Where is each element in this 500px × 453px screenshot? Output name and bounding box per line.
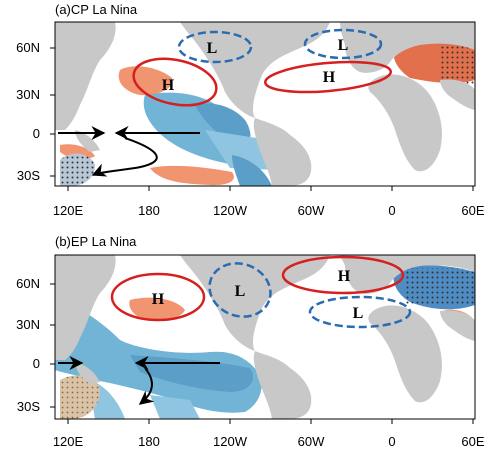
panel-b-stipple-australia	[60, 375, 100, 419]
panel-b-xlabel-0: 0	[388, 434, 396, 449]
panel-a-ticks	[50, 47, 474, 191]
panel-b-ylabel-0: 0	[32, 356, 40, 371]
panel-b-map	[55, 255, 475, 419]
panel-a-high-label-atlantic: H	[323, 69, 336, 86]
panel-b-ylabel-60n: 60N	[16, 276, 40, 291]
panel-a-arrow-south	[91, 137, 158, 177]
panel-b-ylabel-30s: 30S	[16, 399, 40, 414]
panel-b-xlabel-60e: 60E	[461, 434, 485, 449]
panel-a-frame	[54, 21, 476, 187]
panel-a-low-label-pacific: L	[207, 40, 218, 57]
panel-a-high-contour-pacific	[132, 57, 218, 107]
panel-b-land	[55, 255, 475, 419]
panel-a-xlabel-60w: 60W	[297, 203, 325, 218]
panel-b-arrow-south	[138, 367, 155, 405]
panel-a-land	[55, 22, 475, 186]
panel-b-high-label-pacific: H	[152, 291, 165, 308]
panel-a-xlabel-60e: 60E	[461, 203, 485, 218]
panel-b-xlabel-60w: 60W	[297, 434, 325, 449]
panel-b-xlabel-120w: 120W	[213, 434, 247, 449]
panel-b-ticks	[50, 283, 474, 424]
panel-b-xlabel-180: 180	[138, 434, 160, 449]
panel-b-high-contour-pacific	[110, 272, 206, 322]
panel-b-title: (b)EP La Nina	[55, 234, 137, 249]
panel-a-ylabel-60n: 60N	[16, 40, 40, 55]
panel-a-xlabel-0: 0	[388, 203, 396, 218]
panel-b-low-contour-pacific	[208, 262, 272, 318]
panel-b-high-label-atlantic: H	[338, 268, 351, 285]
panel-a-ylabel-0: 0	[32, 126, 40, 141]
panel-a-high-label-pacific: H	[162, 77, 175, 94]
panel-a-stipple-australia	[60, 153, 95, 186]
panel-a-high-contour-atlantic	[263, 60, 393, 94]
panel-a-xlabel-180: 180	[138, 203, 160, 218]
panel-b-low-contour-atlantic	[308, 295, 412, 329]
panel-a-ylabel-30s: 30S	[16, 168, 40, 183]
panel-b-xlabel-120e: 120E	[52, 434, 84, 449]
panel-b-stipple-europe	[405, 268, 475, 306]
panel-a-xlabel-120w: 120W	[213, 203, 247, 218]
panel-b-high-contour-atlantic	[281, 255, 405, 295]
panel-b-frame	[54, 254, 476, 420]
panel-a-map	[55, 22, 475, 186]
panel-a-low-label-atlantic: L	[338, 37, 349, 54]
panel-b-ylabel-30n: 30N	[16, 317, 40, 332]
panel-a-ylabel-30n: 30N	[16, 87, 40, 102]
panel-a-xlabel-120e: 120E	[52, 203, 84, 218]
panel-a-low-contour-pacific	[177, 30, 253, 64]
panel-a-title: (a)CP La Nina	[55, 2, 138, 17]
panel-b-low-label-atlantic: L	[353, 305, 364, 322]
panel-a-stipple-europe	[440, 45, 475, 85]
panel-a-low-contour-atlantic	[303, 28, 383, 60]
panel-b-low-label-pacific: L	[235, 283, 246, 300]
